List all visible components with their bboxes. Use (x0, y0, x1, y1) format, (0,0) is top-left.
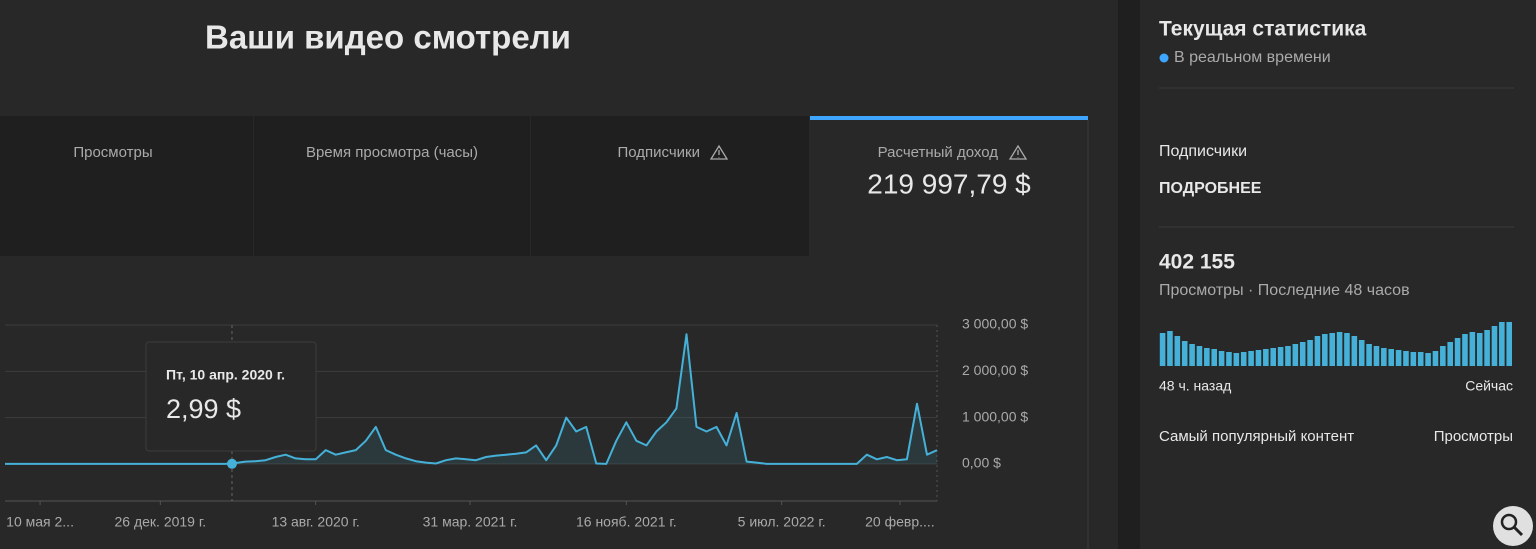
bar (1204, 348, 1210, 366)
tab[interactable] (0, 116, 253, 256)
bar (1440, 346, 1446, 366)
y-tick-label: 1 000,00 $ (962, 408, 1028, 424)
bar (1292, 344, 1299, 366)
bar (1425, 353, 1431, 366)
x-label: Сейчас (1465, 378, 1513, 394)
bar (1211, 349, 1217, 366)
bar (1381, 348, 1387, 366)
bar (1322, 334, 1328, 366)
line-area (5, 334, 937, 464)
bar (1226, 352, 1232, 366)
tab-label: Просмотры (73, 144, 152, 161)
bar (1403, 351, 1409, 366)
bar (1358, 340, 1365, 366)
top-content-label: Самый популярный контент (1159, 428, 1354, 445)
tab-indicator (810, 116, 1088, 120)
tab[interactable] (531, 116, 809, 256)
bar (1189, 344, 1195, 366)
x-tick-label: 16 нояб. 2021 г. (576, 514, 677, 530)
bar (1373, 346, 1380, 366)
live-dot (1159, 53, 1169, 63)
x-label: 48 ч. назад (1159, 378, 1231, 394)
bar (1263, 349, 1269, 366)
y-tick-label: 0,00 $ (962, 455, 1001, 471)
bar (1159, 333, 1166, 366)
bar (1314, 336, 1321, 366)
search-icon (1500, 513, 1518, 531)
tab-value: 219 997,79 $ (867, 168, 1031, 199)
views-caption: Просмотры · Последние 48 часов (1159, 282, 1410, 299)
bar (1285, 346, 1291, 366)
bar (1196, 346, 1203, 366)
tab-label: Время просмотра (часы) (306, 144, 478, 161)
bar (1395, 350, 1402, 366)
warning-icon[interactable] (709, 144, 729, 160)
x-tick-label: 20 февр.... (865, 514, 935, 530)
bar (1299, 342, 1306, 366)
bar (1388, 349, 1394, 366)
x-tick-label: 5 июл. 2022 г. (738, 514, 826, 530)
page-title: Ваши видео смотрели (205, 19, 571, 56)
warning-icon[interactable] (1008, 144, 1028, 160)
bar (1307, 340, 1313, 366)
realtime-status: В реальном времени (1174, 49, 1331, 66)
bar (1270, 348, 1276, 366)
x-tick-label: 10 мая 2... (6, 514, 74, 530)
bar (1469, 332, 1476, 366)
bar (1491, 326, 1498, 366)
bar (1336, 332, 1343, 366)
bar (1344, 333, 1350, 366)
tooltip-title: Пт, 10 апр. 2020 г. (166, 367, 285, 383)
bar (1454, 338, 1461, 366)
tab-label: Подписчики (617, 144, 700, 161)
search-icon (1512, 525, 1524, 537)
y-tick-label: 3 000,00 $ (962, 316, 1028, 332)
x-tick-label: 31 мар. 2021 г. (423, 514, 518, 530)
divider (1118, 0, 1140, 549)
bar (1410, 352, 1417, 366)
bar (1277, 347, 1284, 366)
bar (1447, 342, 1453, 366)
bar (1462, 334, 1468, 366)
search-button[interactable] (1493, 506, 1533, 546)
tooltip (145, 341, 317, 452)
bar (1248, 351, 1254, 366)
bar (1167, 331, 1173, 366)
hover-point (226, 458, 237, 469)
side-panel (1140, 0, 1536, 549)
y-tick-label: 2 000,00 $ (962, 362, 1028, 378)
top-content-metric: Просмотры (1434, 428, 1513, 445)
bar (1366, 344, 1372, 366)
bar (1417, 352, 1424, 366)
x-tick-label: 26 дек. 2019 г. (115, 514, 207, 530)
views-count: 402 155 (1159, 251, 1235, 274)
bar (1174, 336, 1181, 366)
tab[interactable] (254, 116, 530, 256)
bar (1255, 350, 1262, 366)
details-link[interactable]: ПОДРОБНЕЕ (1159, 180, 1262, 197)
bar (1499, 322, 1505, 366)
tab-label: Расчетный доход (878, 144, 999, 161)
realtime-title: Текущая статистика (1159, 18, 1367, 41)
bar (1181, 341, 1188, 366)
line (5, 333, 938, 465)
main-panel (0, 0, 1118, 549)
bar (1476, 333, 1483, 366)
bar (1233, 353, 1240, 366)
bar (1484, 330, 1490, 366)
bar (1506, 322, 1512, 366)
subscribers-label: Подписчики (1159, 143, 1247, 160)
bar (1351, 336, 1358, 366)
bar (1329, 333, 1335, 366)
x-tick-label: 13 авг. 2020 г. (272, 514, 360, 530)
tab-selected[interactable] (810, 116, 1088, 256)
bar (1432, 351, 1439, 366)
bar (1240, 352, 1247, 366)
bar (1218, 351, 1225, 366)
tooltip-value: 2,99 $ (166, 394, 241, 424)
